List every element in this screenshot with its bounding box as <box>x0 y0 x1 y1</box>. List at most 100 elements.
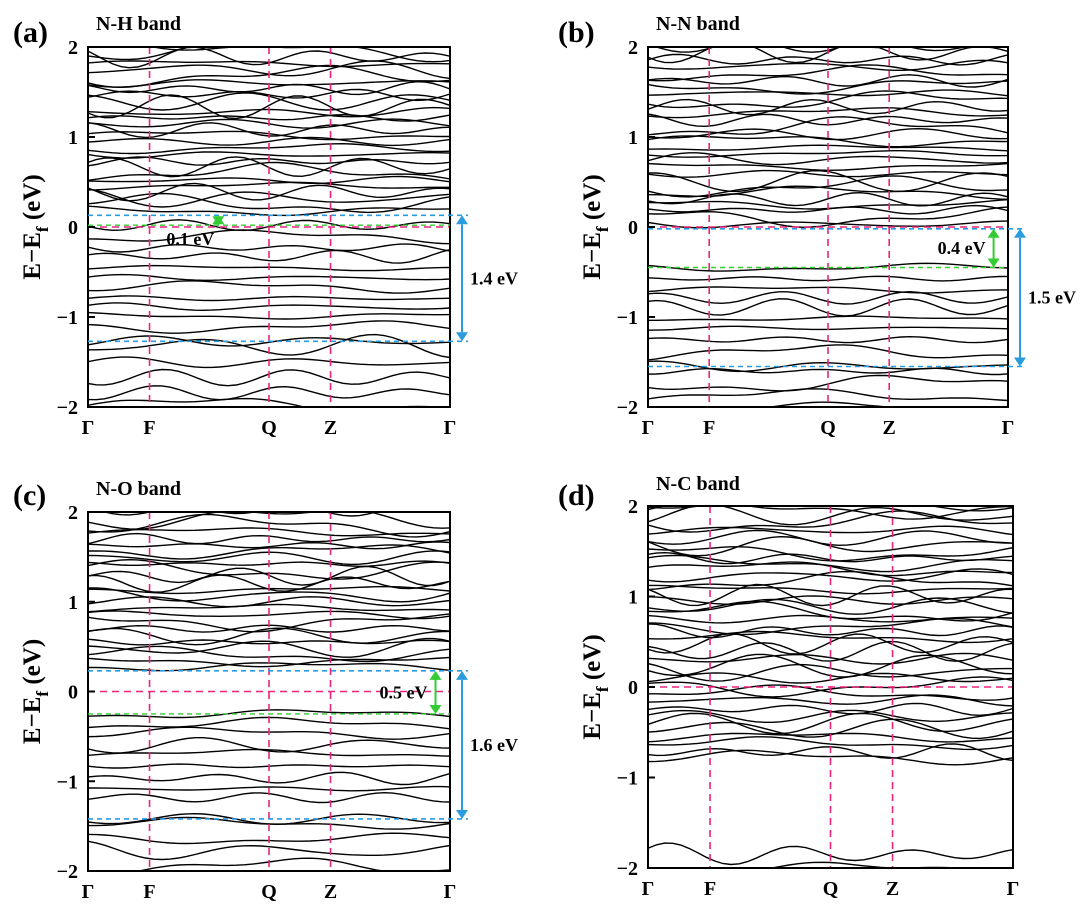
band-line-25 <box>88 499 450 508</box>
band-line-35 <box>88 280 450 294</box>
panel-letter-b: (b) <box>558 16 595 49</box>
band-line-11 <box>648 150 1008 158</box>
y-tick-label: 0 <box>68 217 78 239</box>
band-line-45 <box>88 335 450 347</box>
y-tick-label: 1 <box>628 587 638 609</box>
band-line-25 <box>648 506 1013 526</box>
y-tick-label: −2 <box>617 397 638 419</box>
band-line-9 <box>88 603 450 613</box>
band-line-7 <box>648 623 1013 639</box>
band-line-19 <box>88 541 450 550</box>
band-line-38 <box>88 311 450 320</box>
band-line-31 <box>88 243 450 253</box>
band-line-38 <box>88 840 450 861</box>
x-tick-label: Γ <box>642 878 655 900</box>
arrow-head <box>429 704 442 714</box>
arrow-head <box>987 228 1000 238</box>
y-tick-label: −1 <box>617 307 638 329</box>
band-line-18 <box>88 544 450 560</box>
y-tick-label: −1 <box>57 771 78 793</box>
band-line-6 <box>648 630 1013 644</box>
panel-letter-d: (d) <box>558 479 595 512</box>
band-line-32 <box>88 249 450 264</box>
x-tick-label: Γ <box>82 881 95 903</box>
x-tick-label: Q <box>261 417 277 439</box>
band-line-41 <box>764 401 961 407</box>
band-line-4 <box>648 640 1013 662</box>
x-tick-label: Γ <box>1007 878 1020 900</box>
band-line-3 <box>88 182 450 202</box>
x-tick-label: Γ <box>642 417 655 439</box>
arrow-head <box>456 809 468 819</box>
small-gap-label: 0.1 eV <box>166 229 214 249</box>
panel-letter-a: (a) <box>13 16 48 49</box>
x-tick-label: F <box>143 417 155 439</box>
band-line-11 <box>88 136 450 147</box>
panel-a: (a) N-H band 210−1−2Γ F Q Z ΓE−Ef (eV)1.4 eV… <box>13 13 518 439</box>
band-line-4 <box>88 638 450 646</box>
band-line-34 <box>88 785 450 792</box>
band-line-27 <box>648 506 1013 512</box>
band-line-15 <box>648 116 1008 136</box>
band-line-7 <box>88 613 450 633</box>
y-tick-label: −2 <box>617 858 638 880</box>
panel-c: (c) N-O band 210−1−2Γ F Q Z ΓE−Ef (eV)1.6 eV… <box>13 478 518 903</box>
band-line-20 <box>648 89 1008 97</box>
band-line-37 <box>648 736 1013 751</box>
arrow-head <box>456 670 468 680</box>
band-line-26 <box>88 47 450 63</box>
y-tick-label: 0 <box>68 682 78 704</box>
panel-d: (d) N-C band 210−1−2Γ F Q Z ΓE−Ef (eV) <box>558 473 1019 900</box>
band-line-11 <box>88 587 450 603</box>
band-line-8 <box>648 169 1008 178</box>
x-tick-label: F <box>143 881 155 903</box>
band-line-13 <box>648 135 1008 148</box>
panel-title-d: N-C band <box>656 473 740 495</box>
large-gap-label: 1.6 eV <box>470 735 518 755</box>
y-tick-label: −1 <box>57 307 78 329</box>
y-tick-label: −2 <box>57 861 78 883</box>
y-axis-label: E−Ef (eV) <box>19 174 52 279</box>
x-tick-label: Q <box>823 878 839 900</box>
arrow-head <box>212 216 225 226</box>
band-line-31 <box>88 748 450 757</box>
y-tick-label: 1 <box>628 127 638 149</box>
band-line-19 <box>88 88 450 102</box>
y-tick-label: −1 <box>617 768 638 790</box>
arrow-head <box>456 332 468 342</box>
y-tick-label: 2 <box>628 37 638 59</box>
y-axis-label: E−Ef (eV) <box>579 174 612 279</box>
band-line-4 <box>648 191 1008 207</box>
arrow-head <box>987 258 1000 268</box>
x-tick-label: Γ <box>444 881 457 903</box>
x-tick-label: Z <box>324 881 337 903</box>
y-tick-label: −2 <box>57 397 78 419</box>
x-tick-label: F <box>704 878 716 900</box>
large-gap-label: 1.5 eV <box>1028 288 1076 308</box>
y-tick-label: 2 <box>68 37 78 59</box>
band-line-6 <box>88 161 450 181</box>
band-line-23 <box>648 64 1008 82</box>
x-tick-label: Z <box>886 878 899 900</box>
y-tick-label: 2 <box>68 502 78 524</box>
x-tick-label: Z <box>883 417 896 439</box>
x-tick-label: Γ <box>444 417 457 439</box>
y-tick-label: 2 <box>628 496 638 518</box>
panel-b: (b) N-N band 210−1−2Γ F Q Z ΓE−Ef (eV)1.5 eV… <box>558 13 1076 439</box>
small-gap-label: 0.4 eV <box>938 238 986 258</box>
x-tick-label: Γ <box>1002 417 1015 439</box>
panel-letter-c: (c) <box>13 479 46 512</box>
band-line-36 <box>648 732 1013 743</box>
small-gap-label: 0.5 eV <box>380 682 428 702</box>
large-gap-label: 1.4 eV <box>470 268 518 288</box>
x-tick-label: Q <box>261 881 277 903</box>
y-axis-label: E−Ef (eV) <box>579 634 612 739</box>
panel-title-c: N-O band <box>96 478 181 500</box>
band-line-5 <box>88 627 450 646</box>
arrow-head <box>429 670 442 680</box>
band-line-5 <box>648 185 1008 200</box>
band-line-36 <box>88 295 450 302</box>
x-tick-label: F <box>703 417 715 439</box>
band-line-37 <box>648 344 1008 361</box>
